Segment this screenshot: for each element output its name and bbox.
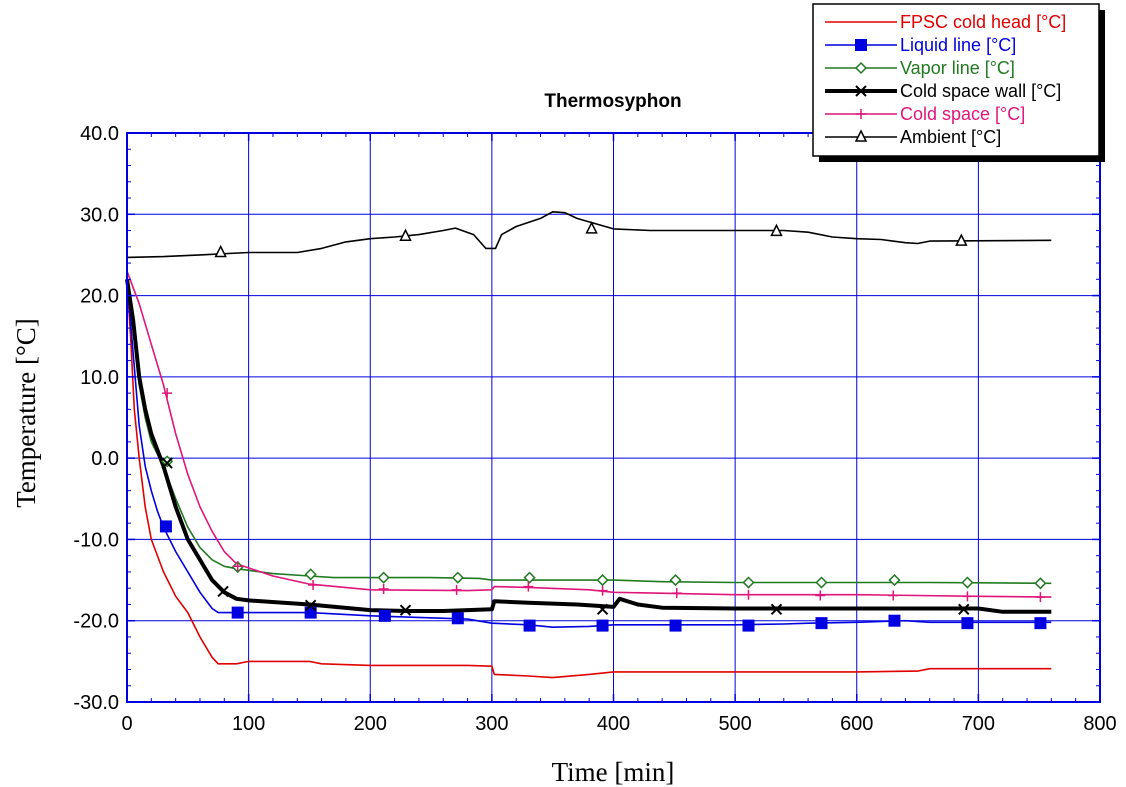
- y-tick-label: 0.0: [91, 448, 119, 470]
- x-tick-label: 300: [475, 713, 508, 735]
- series-3-marker: [399, 604, 412, 616]
- legend-label-2: Vapor line [°C]: [900, 58, 1015, 78]
- series-4-marker: [308, 579, 319, 590]
- series-3-marker: [304, 599, 317, 611]
- chart-title: Thermosyphon: [544, 91, 681, 112]
- y-tick-label: 40.0: [80, 123, 119, 145]
- grid-lines: [127, 133, 1100, 702]
- series-5-marker: [770, 223, 783, 237]
- series-4-marker: [162, 388, 173, 399]
- legend-marker-4: [856, 109, 866, 119]
- y-axis-label: Temperature [°C]: [11, 318, 41, 508]
- legend-marker-5: [854, 129, 868, 142]
- series-4-marker: [451, 584, 462, 595]
- series-3-marker: [217, 585, 229, 598]
- legend-label-1: Liquid line [°C]: [900, 35, 1016, 55]
- series-3-marker: [596, 603, 609, 616]
- series-2-marker: [1034, 577, 1047, 590]
- series-1-marker: [961, 617, 974, 630]
- series-5-marker: [214, 244, 227, 258]
- legend-label-0: FPSC cold head [°C]: [900, 12, 1066, 32]
- series-1-marker: [523, 619, 536, 632]
- y-tick-label: 30.0: [80, 204, 119, 226]
- y-tick-label: 10.0: [80, 367, 119, 389]
- series-lines: [125, 211, 1052, 679]
- series-1-marker: [1034, 617, 1047, 630]
- legend-items: FPSC cold head [°C] Liquid line [°C] Vapor…: [825, 12, 1066, 147]
- x-tick-label: 800: [1083, 713, 1116, 735]
- series-1-marker: [742, 619, 755, 632]
- legend-marker-1: [855, 39, 867, 51]
- series-line-5: [126, 211, 1052, 259]
- x-tick-label: 0: [121, 713, 132, 735]
- series-1-marker: [451, 612, 464, 625]
- series-4-marker: [597, 585, 608, 596]
- series-2-marker: [377, 571, 390, 584]
- legend-marker-3: [855, 85, 867, 97]
- series-line-2: [126, 279, 1052, 585]
- y-tick-labels: 40.0 30.0 20.0 10.0 0.0 -10.0 -20.0 -30.0: [73, 123, 119, 714]
- x-tick-label: 700: [962, 713, 995, 735]
- y-tick-label: -20.0: [73, 611, 119, 633]
- series-line-0: [126, 279, 1052, 679]
- series-2-marker: [304, 568, 317, 581]
- series-4-marker: [962, 591, 973, 602]
- series-4-marker: [671, 588, 682, 599]
- series-3-marker: [161, 457, 173, 469]
- legend-marker-2: [854, 61, 868, 75]
- series-markers: [159, 221, 1047, 632]
- legend: FPSC cold head [°C] Liquid line [°C] Vapor…: [812, 3, 1105, 162]
- series-line-1: [126, 279, 1052, 628]
- legend-label-5: Ambient [°C]: [900, 127, 1001, 147]
- series-4-marker: [1035, 592, 1046, 603]
- series-1-marker: [888, 614, 901, 627]
- series-1-marker: [815, 617, 828, 630]
- x-tick-label: 400: [597, 713, 630, 735]
- series-2-marker: [523, 571, 536, 584]
- series-2-marker: [888, 574, 901, 587]
- series-1-marker: [596, 619, 609, 632]
- y-tick-label: 20.0: [80, 286, 119, 308]
- series-4-marker: [743, 589, 754, 600]
- series-line-4: [126, 270, 1052, 598]
- series-4-marker: [815, 590, 826, 601]
- series-4-marker: [378, 584, 389, 595]
- x-tick-label: 500: [718, 713, 751, 735]
- series-1-marker: [378, 609, 391, 622]
- x-tick-label: 600: [840, 713, 873, 735]
- legend-label-4: Cold space [°C]: [900, 104, 1025, 124]
- series-2-marker: [961, 576, 974, 589]
- series-1-marker: [231, 606, 244, 619]
- series-2-marker: [815, 576, 828, 589]
- x-tick-label: 200: [354, 713, 387, 735]
- series-2-marker: [451, 571, 464, 584]
- series-4-marker: [523, 581, 534, 592]
- series-2-marker: [596, 574, 609, 587]
- x-tick-labels: 0 100 200 300 400 500 600 700 800: [121, 713, 1116, 735]
- x-axis-label: Time [min]: [552, 757, 675, 787]
- y-tick-label: -10.0: [73, 529, 119, 551]
- series-5-marker: [399, 228, 412, 241]
- x-tick-label: 100: [232, 713, 265, 735]
- series-2-marker: [742, 576, 755, 589]
- series-line-3: [125, 279, 1052, 614]
- series-3-marker: [958, 603, 970, 616]
- series-3-marker: [770, 603, 783, 616]
- series-5-marker: [955, 233, 968, 246]
- series-4-marker: [232, 561, 243, 572]
- series-2-marker: [669, 574, 682, 587]
- y-tick-label: -30.0: [73, 692, 119, 714]
- series-5-marker: [585, 221, 598, 234]
- series-1-marker: [669, 619, 682, 632]
- series-1-marker: [159, 520, 172, 533]
- legend-label-3: Cold space wall [°C]: [900, 81, 1061, 101]
- series-4-marker: [888, 590, 899, 601]
